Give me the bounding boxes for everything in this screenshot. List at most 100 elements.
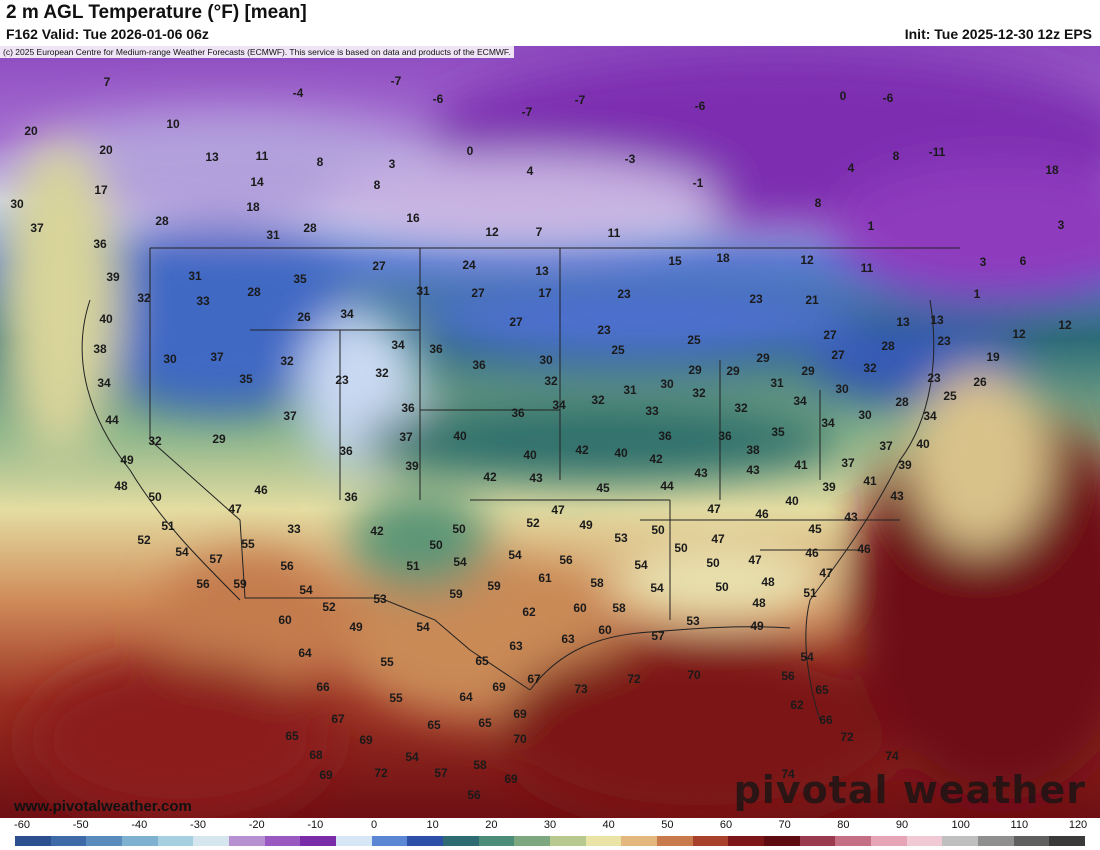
temperature-label: 62	[790, 698, 804, 712]
temperature-label: 61	[538, 571, 552, 585]
temperature-map[interactable]: 7 -7 -4 -6 -7 -7 -6 0 -6 20 10 20 13 11 8 3 0 -3 8 -11 18 4 4-…	[0, 46, 1100, 818]
temperature-label: 12	[800, 253, 814, 267]
temperature-label: 74	[885, 749, 899, 763]
temperature-label: 19	[986, 350, 1000, 364]
colorbar-segment	[86, 836, 123, 846]
temperature-label: 54	[299, 583, 313, 597]
temperature-label: 43	[529, 471, 543, 485]
temperature-label: 37	[879, 439, 893, 453]
temperature-label: 46	[755, 507, 769, 521]
temperature-label: 65	[427, 718, 441, 732]
temperature-label: 65	[475, 654, 489, 668]
temperature-label: -4	[293, 86, 304, 100]
colorbar-segment	[1013, 836, 1050, 846]
temperature-label: 60	[573, 601, 587, 615]
temperature-label: 48	[761, 575, 775, 589]
temperature-label: 34	[340, 307, 354, 321]
colorbar-segment	[978, 836, 1014, 846]
colorbar-segment	[407, 836, 444, 846]
temperature-label: 73	[574, 682, 588, 696]
temperature-label: 32	[280, 354, 294, 368]
temperature-label: 34	[97, 376, 111, 390]
temperature-label: 36	[511, 406, 525, 420]
colorbar-tick-label: 60	[719, 819, 733, 831]
temperature-label: 64	[298, 646, 312, 660]
temperature-label: -7	[522, 105, 533, 119]
temperature-label: 54	[508, 548, 522, 562]
init-time: Init: Tue 2025-12-30 12z EPS	[904, 26, 1092, 42]
temperature-label: 39	[822, 480, 836, 494]
colorbar-segment	[871, 836, 907, 846]
temperature-label: 36	[401, 401, 415, 415]
temperature-label: 37	[210, 350, 224, 364]
temperature-label: 46	[857, 542, 871, 556]
temperature-label: 69	[504, 772, 518, 786]
temperature-label: 20	[24, 124, 38, 138]
temperature-label: 17	[538, 286, 552, 300]
temperature-label: 47	[819, 566, 833, 580]
temperature-label: 69	[319, 768, 333, 782]
boundary-lines	[81, 247, 960, 721]
colorbar-ticks: -60 -50 -40 -30 -20 -10 0 10 20 30 40 50 60 70 80 90 100…	[0, 818, 1100, 834]
temperature-label: 67	[527, 672, 541, 686]
temperature-label: -7	[575, 93, 586, 107]
temperature-label: 49	[579, 518, 593, 532]
temperature-label: 56	[467, 788, 481, 802]
temperature-label: -1	[693, 176, 704, 190]
temperature-label: 57	[651, 629, 665, 643]
temperature-label: 13	[930, 313, 944, 327]
website-link[interactable]: www.pivotalweather.com	[14, 798, 192, 815]
temperature-label: 36	[429, 342, 443, 356]
temperature-label: -3	[625, 152, 636, 166]
temperature-label: 42	[649, 452, 663, 466]
temperature-label: 37	[399, 430, 413, 444]
map-title: 2 m AGL Temperature (°F) [mean]	[6, 2, 307, 23]
temperature-label: 27	[509, 315, 523, 329]
temperature-label: 32	[375, 366, 389, 380]
temperature-label: 50	[715, 580, 729, 594]
temperature-label: 47	[707, 502, 721, 516]
temperature-label: 1	[868, 219, 875, 233]
temperature-label: 54	[405, 750, 419, 764]
colorbar-tick-label: 30	[543, 819, 557, 831]
temperature-label: 63	[509, 639, 523, 653]
temperature-label: 49	[120, 453, 134, 467]
temperature-label: 36	[658, 429, 672, 443]
temperature-label: 29	[726, 364, 740, 378]
temperature-label: 40	[99, 312, 113, 326]
temperature-label: 12	[1058, 318, 1072, 332]
colorbar-segment	[692, 836, 729, 846]
temperature-label: 40	[453, 429, 467, 443]
colorbar-tick-label: 110	[1010, 819, 1029, 831]
temperature-label: 50	[674, 541, 688, 555]
temperature-label: 3	[389, 157, 396, 171]
colorbar-segment	[157, 836, 194, 846]
temperature-label: 38	[746, 443, 760, 457]
temperature-label: 63	[561, 632, 575, 646]
temperature-label: 74	[781, 767, 795, 781]
colorbar-tick-label: -60	[14, 819, 30, 831]
temperature-label: 33	[196, 294, 210, 308]
temperature-label: 36	[344, 490, 358, 504]
colorbar-scale	[15, 836, 1086, 846]
temperature-label: 30	[660, 377, 674, 391]
temperature-label: 59	[449, 587, 463, 601]
colorbar-tick-label: 70	[778, 819, 791, 831]
colorbar-segment	[1049, 836, 1086, 846]
temperature-label: 28	[247, 285, 261, 299]
colorbar-segment	[514, 836, 551, 846]
copyright-notice: (c) 2025 European Centre for Medium-rang…	[0, 46, 514, 58]
temperature-label: 37	[283, 409, 297, 423]
temperature-label: 27	[831, 348, 845, 362]
colorbar-tick-label: 50	[661, 819, 674, 831]
colorbar-tick-label: -10	[307, 819, 324, 831]
temperature-label: 59	[233, 577, 247, 591]
temperature-label: 46	[805, 546, 819, 560]
temperature-label: 47	[711, 532, 725, 546]
temperature-label: 72	[374, 766, 388, 780]
temperature-label: 30	[835, 382, 849, 396]
temperature-label: 69	[513, 707, 527, 721]
temperature-label: 45	[808, 522, 822, 536]
